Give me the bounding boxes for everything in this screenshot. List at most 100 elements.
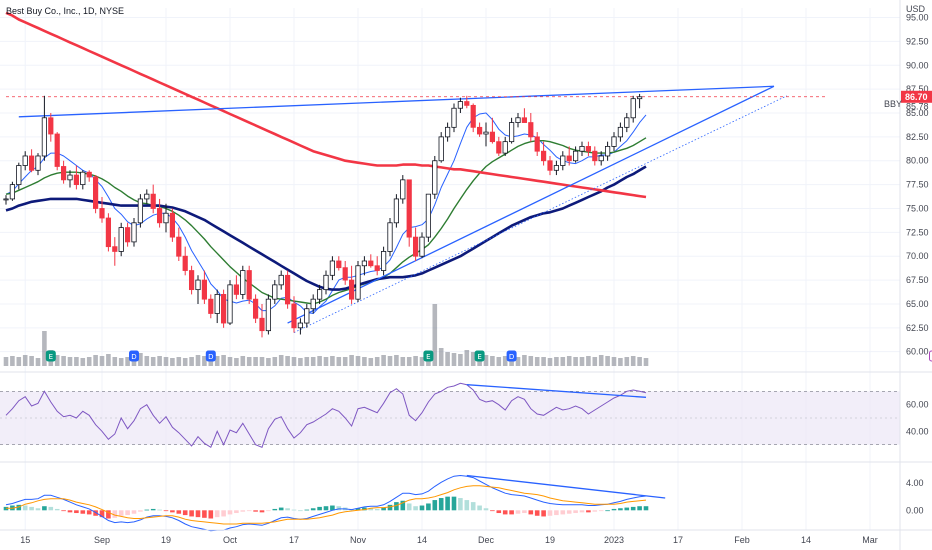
event-marker-label: D	[131, 353, 136, 361]
price-tick-label: 87.50	[906, 84, 929, 94]
macd-histogram-bar	[451, 496, 457, 511]
macd-histogram-bar	[579, 510, 585, 513]
candle-down	[541, 150, 547, 162]
macd-histogram-bar	[125, 510, 130, 516]
volume-bar	[10, 356, 15, 366]
candle-up	[41, 117, 48, 157]
volume-bar	[278, 355, 284, 366]
macd-histogram-bar	[298, 510, 303, 512]
macd-histogram-bar	[381, 507, 386, 511]
volume-bar	[554, 357, 559, 366]
candle-up	[35, 155, 41, 171]
macd-histogram-bar	[74, 510, 79, 514]
candle-up	[118, 227, 124, 252]
volume-bar	[86, 357, 92, 366]
volume-bar	[355, 356, 361, 366]
macd-histogram-bar	[157, 509, 162, 511]
candles[interactable]	[3, 93, 643, 338]
volume-bar	[573, 357, 578, 366]
macd-histogram-bar	[240, 510, 246, 512]
x-tick-label: 14	[417, 535, 427, 545]
event-marker-e	[423, 350, 434, 362]
candle-up	[502, 141, 508, 154]
macd-histogram-bar	[426, 503, 431, 511]
candle-down	[169, 212, 175, 238]
candle-down	[86, 171, 92, 178]
candle-down	[208, 298, 214, 314]
last-price-label: 86.70	[905, 92, 928, 102]
volume-bar	[611, 357, 617, 366]
x-tick-label: 2023	[604, 535, 624, 545]
candle-down	[182, 255, 188, 271]
x-tick-label: 19	[161, 535, 171, 545]
candle-down	[470, 104, 476, 128]
macd-histogram-bar	[400, 500, 406, 511]
volume-bar	[266, 358, 271, 366]
event-marker-d	[205, 350, 216, 362]
volume-bar	[624, 357, 630, 366]
candle-up	[637, 96, 643, 100]
macd-histogram-bar	[522, 510, 527, 514]
macd-histogram-bar	[176, 510, 182, 514]
signal-line	[6, 485, 647, 525]
price-tick-label: 92.50	[906, 36, 929, 46]
macd-panel	[3, 474, 666, 532]
macd-histogram-bar	[214, 510, 220, 518]
macd-histogram-bar	[48, 506, 54, 511]
volume-bar	[528, 356, 534, 366]
volume-bar	[566, 356, 572, 366]
volume-bar	[323, 357, 329, 366]
volume-bar	[80, 358, 86, 366]
event-markers[interactable]: EDDEEDE	[45, 350, 932, 362]
candle-up	[400, 179, 406, 200]
macd-histogram-bar	[534, 510, 540, 516]
volume-bar	[470, 352, 476, 366]
volume-bar	[490, 356, 495, 366]
volume-bar	[458, 354, 463, 366]
macd-tick-label: 4.00	[906, 478, 924, 488]
candle-down	[201, 279, 207, 300]
event-marker-d	[129, 350, 139, 362]
macd-histogram-bar	[278, 507, 284, 511]
volume-bar	[413, 356, 418, 366]
volume-bar	[170, 358, 175, 366]
candle-down	[464, 101, 470, 106]
volume-bar	[618, 358, 623, 366]
volume-bar	[246, 357, 252, 366]
rsi-band	[0, 391, 900, 445]
macd-histogram-bar	[227, 510, 233, 515]
macd-histogram-bar	[118, 510, 124, 516]
candle-up	[425, 193, 432, 238]
event-marker-e	[929, 350, 932, 362]
candle-down	[547, 160, 553, 171]
volume-bar	[214, 356, 220, 366]
trendline-solid	[287, 85, 775, 324]
volume-bar	[560, 357, 566, 366]
price-tick-label: 60.00	[906, 347, 929, 357]
candle-down	[61, 166, 67, 181]
macd-histogram-bar	[144, 509, 150, 511]
macd-histogram-bar	[259, 510, 265, 513]
candle-up	[451, 107, 457, 128]
volume-bar	[387, 356, 393, 366]
candle-down	[105, 217, 111, 248]
macd-trendline	[466, 474, 666, 499]
macd-histogram-bar	[310, 508, 316, 511]
macd-histogram-bar	[573, 510, 578, 514]
candle-down	[336, 260, 342, 269]
macd-histogram-bar	[285, 508, 290, 511]
candle-up	[227, 284, 233, 324]
price-tick-label: 62.50	[906, 323, 929, 333]
macd-histogram-bar	[304, 509, 310, 511]
volume-bar	[598, 355, 604, 366]
volume-bar	[515, 357, 521, 366]
macd-histogram-bar	[246, 510, 252, 512]
volume-bar	[189, 357, 194, 366]
macd-histogram-bar	[163, 510, 169, 512]
macd-histogram-bar	[336, 506, 342, 511]
candle-down	[176, 236, 182, 257]
x-tick-label: 14	[801, 535, 811, 545]
